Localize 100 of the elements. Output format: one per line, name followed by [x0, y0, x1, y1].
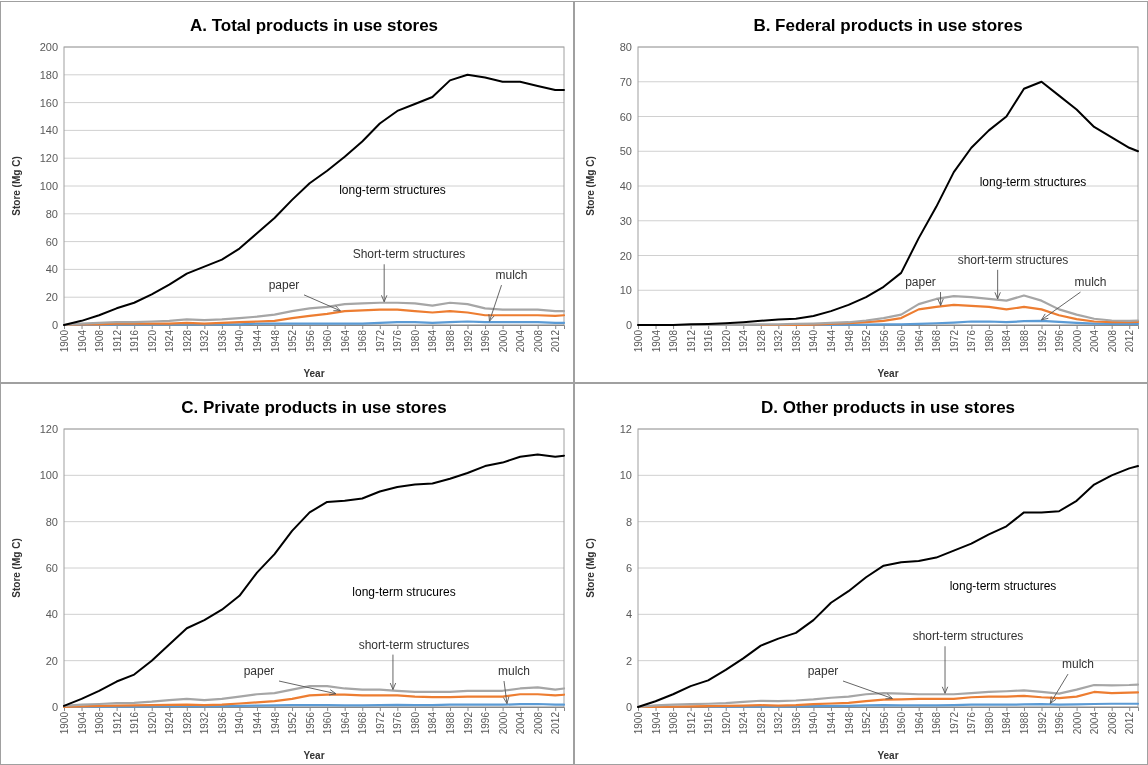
y-tick-label: 80	[45, 515, 58, 528]
x-tick-label: 1992	[462, 711, 474, 735]
x-tick-label: 1912	[111, 711, 123, 735]
x-tick-label: 1996	[1054, 711, 1066, 735]
x-tick-label: 1944	[825, 329, 837, 353]
x-tick-label: 1964	[913, 329, 925, 353]
x-tick-label: 1956	[304, 329, 316, 353]
text: mulch	[495, 268, 528, 283]
text: short-term structures	[912, 629, 1024, 644]
x-tick-label: 1904	[76, 711, 88, 735]
x-tick-label: 1988	[444, 329, 456, 353]
x-tick-label: 1936	[216, 711, 228, 735]
x-tick-label: 1980	[409, 329, 421, 353]
y-tick-label: 40	[45, 263, 58, 276]
chart-title: C. Private products in use stores	[181, 398, 447, 417]
x-tick-label: 1992	[1036, 329, 1048, 353]
y-tick-label: 12	[619, 423, 632, 436]
x-tick-label: 1948	[843, 329, 855, 353]
x-tick-label: 2008	[1106, 711, 1118, 735]
x-tick-label: 1956	[304, 711, 316, 735]
line-series	[637, 465, 1139, 708]
text: mulch	[497, 664, 531, 679]
x-tick-label: 1988	[1018, 711, 1030, 735]
x-tick-label: 1924	[164, 711, 176, 735]
x-tick-label: 1944	[825, 711, 837, 735]
line-series	[63, 453, 565, 707]
x-tick-label: 1960	[322, 711, 334, 735]
x-tick-label: 1912	[111, 329, 123, 353]
x-tick-label: 1960	[896, 711, 908, 735]
x-tick-label: 1900	[633, 329, 644, 353]
x-tick-label: 2004	[1089, 711, 1101, 735]
x-tick-label: 1928	[181, 711, 193, 735]
x-tick-label: 1904	[76, 329, 88, 353]
x-tick-label: 2012	[550, 711, 562, 735]
x-tick-label: 1916	[703, 329, 715, 353]
x-tick-label: 1932	[199, 329, 211, 353]
x-tick-label: 2004	[515, 711, 527, 735]
x-tick-label: 1916	[129, 329, 141, 353]
y-tick-label: 6	[625, 562, 632, 575]
x-tick-label: 1932	[773, 329, 785, 353]
x-tick-label: 2012	[1124, 711, 1136, 735]
y-tick-label: 40	[619, 180, 632, 193]
x-tick-label: 1924	[164, 329, 176, 353]
x-tick-label: 1920	[146, 711, 158, 735]
x-tick-label: 1968	[357, 711, 369, 735]
text: mulch	[1074, 275, 1107, 290]
x-tick-label: 2000	[1071, 329, 1083, 353]
x-tick-label: 1952	[287, 711, 299, 735]
text: long-term structures	[949, 579, 1057, 594]
x-tick-label: 1976	[392, 711, 404, 735]
y-tick-label: 160	[39, 96, 58, 109]
x-tick-label: 1936	[790, 711, 802, 735]
x-tick-label: 1988	[1018, 329, 1030, 353]
x-tick-label: 1980	[409, 711, 421, 735]
x-tick-label: 1924	[738, 711, 750, 735]
x-tick-label: 1916	[129, 711, 141, 735]
y-tick-label: 20	[45, 291, 58, 304]
x-tick-label: 1996	[480, 329, 492, 353]
y-tick-label: 120	[39, 423, 58, 436]
x-tick-label: 2000	[497, 329, 509, 353]
y-tick-label: 0	[51, 319, 58, 332]
y-tick-label: 2	[625, 654, 632, 667]
x-tick-label: 1952	[861, 329, 873, 353]
x-tick-label: 1920	[720, 711, 732, 735]
y-axis-title: Store (Mg C)	[11, 156, 22, 216]
x-tick-label: 1968	[931, 711, 943, 735]
line-series	[62, 693, 566, 709]
x-tick-label: 1912	[685, 711, 697, 735]
series-label: paper	[905, 275, 936, 290]
x-tick-label: 1908	[94, 711, 106, 735]
y-tick-label: 140	[39, 124, 58, 137]
x-axis-title: Year	[877, 750, 899, 761]
line-series	[759, 303, 1140, 327]
x-tick-label: 1968	[931, 329, 943, 353]
x-tick-label: 1928	[755, 329, 767, 353]
series-label: long-term structures	[339, 183, 446, 198]
x-tick-label: 1972	[374, 329, 386, 353]
x-tick-label: 1984	[1001, 711, 1013, 735]
y-tick-label: 0	[51, 701, 58, 714]
x-tick-label: 1928	[755, 711, 767, 735]
x-tick-label: 1980	[983, 329, 995, 353]
y-axis-title: Store (Mg C)	[585, 156, 596, 216]
y-tick-label: 100	[39, 469, 58, 482]
x-tick-label: 1964	[339, 329, 351, 353]
line-series	[63, 73, 565, 326]
x-tick-label: 2004	[1089, 329, 1101, 353]
x-tick-label: 1916	[703, 711, 715, 735]
y-axis-title: Store (Mg C)	[585, 538, 596, 598]
y-tick-label: 50	[619, 145, 632, 158]
text: paper	[268, 277, 300, 292]
y-tick-label: 60	[45, 562, 58, 575]
x-tick-label: 1928	[181, 329, 193, 353]
x-tick-label: 1948	[269, 329, 281, 353]
x-tick-label: 1940	[808, 329, 820, 353]
text: short-term structures	[358, 637, 470, 652]
y-tick-label: 60	[45, 235, 58, 248]
x-tick-label: 2008	[532, 711, 544, 735]
x-axis-title: Year	[877, 368, 899, 379]
x-tick-label: 1920	[146, 329, 158, 353]
y-tick-label: 200	[39, 41, 58, 54]
